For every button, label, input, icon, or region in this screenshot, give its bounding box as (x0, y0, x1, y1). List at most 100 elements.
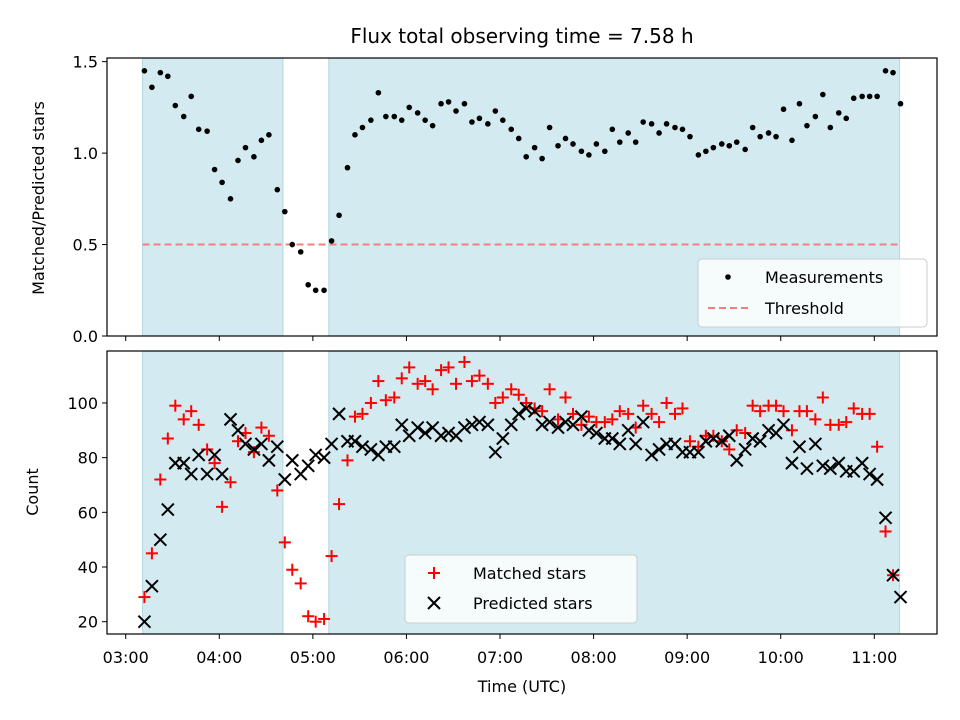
predicted-star-point (753, 434, 767, 448)
predicted-star-stroke (285, 453, 299, 468)
legend-threshold-label: Threshold (764, 299, 844, 318)
predicted-star-stroke (410, 420, 425, 435)
predicted-star-stroke (465, 418, 479, 432)
predicted-star-point (605, 431, 620, 446)
measurement-point (773, 133, 779, 140)
matched-star-point (739, 427, 752, 440)
matched-star-point (348, 410, 361, 423)
measurement-point (523, 153, 530, 160)
predicted-star-stroke (348, 434, 362, 448)
measurement-point (227, 196, 234, 202)
measurement-point (703, 148, 709, 155)
matched-star-point (318, 612, 331, 625)
measurement-point (195, 126, 202, 133)
predicted-star-stroke (441, 426, 456, 440)
y-tick-label: 100 (67, 394, 98, 413)
measurement-point (476, 115, 483, 122)
measurement-point (820, 91, 826, 98)
measurement-point (375, 89, 382, 96)
measurement-point (188, 93, 195, 100)
predicted-star-stroke (481, 418, 495, 432)
legend-measurements-label: Measurements (765, 268, 883, 287)
predicted-star-stroke (816, 459, 830, 473)
measurement-point (149, 84, 155, 91)
count-y-axis-label: Count (23, 468, 42, 516)
measurement-point (695, 152, 702, 158)
matched-star-point (816, 391, 829, 404)
predicted-star-stroke (238, 437, 253, 451)
matched-star-point (809, 413, 822, 426)
legend-predicted-marker (427, 596, 441, 610)
measurement-point (663, 121, 670, 127)
predicted-star-point (893, 590, 908, 604)
predicted-star-point (785, 456, 799, 470)
predicted-star-point (177, 456, 191, 470)
matched-star-point (138, 591, 151, 604)
predicted-star-point (738, 442, 752, 457)
matched-star-point (676, 402, 689, 415)
measurement-point (242, 144, 249, 151)
predicted-star-point (816, 459, 830, 473)
measurement-point (890, 69, 896, 76)
predicted-star-point (301, 459, 315, 473)
y-tick-label: 0.5 (73, 236, 98, 255)
predicted-star-stroke (761, 423, 776, 438)
measurement-point (672, 124, 678, 131)
matched-star-point (356, 407, 369, 420)
count-x-ticks: 03:00 04:00 05:00 06:00 07:00 08:00 09:00 10:00… (103, 634, 897, 667)
matched-star-point (458, 355, 471, 368)
predicted-star-point (270, 439, 285, 454)
predicted-star-point (457, 420, 472, 435)
measurement-point (235, 157, 241, 164)
matched-star-point (286, 563, 299, 576)
legend-predicted-label: Predicted stars (473, 594, 593, 613)
measurement-point (616, 139, 623, 145)
y-tick-label: 1.0 (73, 144, 98, 163)
matched-star-point (746, 399, 759, 412)
matched-star-point (496, 391, 509, 404)
measurement-point (414, 110, 421, 116)
matched-star-point (309, 615, 322, 628)
predicted-star-point (200, 467, 214, 481)
y-tick-label: 60 (78, 503, 98, 522)
measurement-point (305, 281, 311, 288)
predicted-star-point (636, 415, 650, 429)
predicted-star-point (285, 453, 299, 468)
matched-star-point (730, 424, 743, 437)
measurement-point (656, 130, 662, 136)
measurement-point (789, 137, 795, 144)
measurement-point (461, 100, 468, 107)
predicted-star-stroke (200, 467, 214, 481)
matched-star-point (754, 405, 767, 418)
x-tick-label: 09:00 (664, 648, 710, 667)
measurement-point (586, 152, 592, 158)
predicted-star-point (808, 437, 823, 451)
matched-star-point (419, 375, 432, 388)
predicted-star-stroke (636, 415, 650, 429)
matched-star-point (177, 413, 190, 426)
predicted-star-point (589, 426, 604, 440)
predicted-star-point (715, 434, 729, 448)
x-tick-label: 05:00 (290, 648, 336, 667)
matched-star-point (637, 399, 650, 412)
matched-star-point (606, 413, 619, 426)
predicted-star-stroke (434, 429, 448, 443)
predicted-star-stroke (605, 431, 620, 446)
measurement-point (539, 155, 545, 162)
predicted-star-point (776, 418, 791, 432)
predicted-star-point (153, 532, 168, 547)
measurement-point (328, 238, 335, 244)
measurement-point (570, 141, 576, 147)
predicted-star-stroke (355, 439, 370, 454)
matched-star-point (271, 484, 284, 497)
predicted-star-stroke (551, 420, 565, 435)
predicted-star-point (231, 423, 245, 438)
measurement-point (578, 148, 585, 155)
y-tick-label: 40 (78, 558, 98, 577)
matched-star-point (559, 391, 572, 404)
matched-star-point (278, 536, 291, 549)
measurement-point (469, 119, 475, 125)
predicted-star-stroke (785, 456, 799, 470)
matched-star-point (325, 550, 338, 563)
predicted-star-point (184, 467, 198, 481)
